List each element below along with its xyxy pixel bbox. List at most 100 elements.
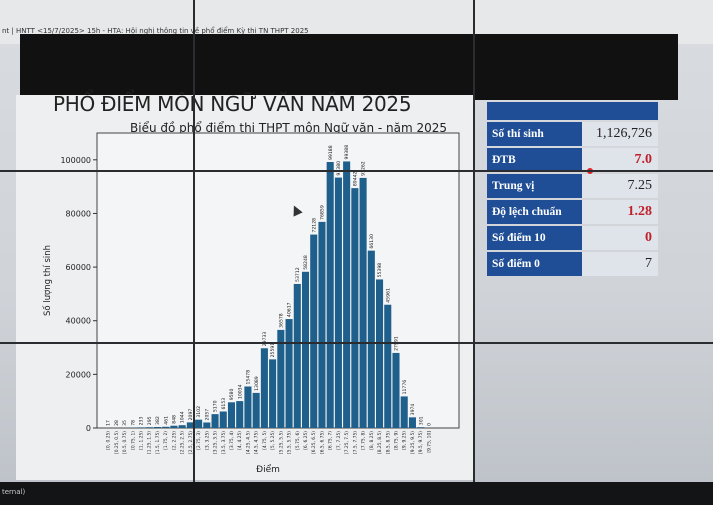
bar <box>153 426 161 428</box>
y-tick-label: 100000 <box>60 156 91 165</box>
stats-value: 1.28 <box>582 200 658 224</box>
y-tick-label: 40000 <box>66 317 91 326</box>
bar-value-label: 848 <box>172 415 178 424</box>
bar-value-label: 76859 <box>320 205 326 220</box>
bar-value-label: 13089 <box>254 376 260 391</box>
bar-value-label: 3102 <box>196 406 202 418</box>
x-tick-label: [6.5, 6.75) <box>319 431 325 454</box>
bar <box>343 161 351 428</box>
header-bar <box>20 34 678 100</box>
bar-value-label: 461 <box>163 416 169 425</box>
bar <box>417 427 425 428</box>
bar <box>203 422 211 428</box>
bar <box>293 283 301 428</box>
y-tick-label: 80000 <box>66 209 91 218</box>
bar-value-label: 55398 <box>377 263 383 278</box>
stats-table: Số thí sinh 1,126,726 ĐTB 7.0 Trung vị 7.25 Độ… <box>487 102 658 276</box>
bar <box>244 386 252 428</box>
x-tick-label: [4.75, 5) <box>262 431 268 450</box>
taskbar-label: ternal) <box>2 488 26 496</box>
bar-value-label: 0 <box>426 423 432 426</box>
bar <box>145 427 153 428</box>
stats-label: Số điểm 0 <box>487 252 582 276</box>
bar <box>351 188 359 428</box>
stats-row: Độ lệch chuẩn 1.28 <box>487 200 658 224</box>
x-tick-label: [7, 7.25) <box>336 431 342 450</box>
x-tick-label: [7.25, 7.5) <box>344 431 350 454</box>
bar <box>186 422 194 428</box>
stats-header <box>487 102 658 120</box>
bar-value-label: 40617 <box>287 302 293 317</box>
bar-value-label: 6153 <box>221 398 227 410</box>
bar <box>318 221 326 428</box>
x-tick-label: [4, 4.25) <box>237 431 243 450</box>
x-tick-label: [6.75, 7) <box>328 431 334 450</box>
bar <box>359 177 367 428</box>
bar-value-label: 36578 <box>278 313 284 328</box>
x-tick-label: [0, 0.25) <box>106 431 112 450</box>
stats-row: Số điểm 10 0 <box>487 226 658 250</box>
x-axis-label: Điểm <box>256 464 280 475</box>
bar-value-label: 93380 <box>336 161 342 176</box>
stats-value: 1,126,726 <box>582 122 658 146</box>
stats-label: Số điểm 10 <box>487 226 582 250</box>
x-tick-label: [8.75, 9) <box>393 431 399 450</box>
bar-value-label: 93262 <box>361 161 367 176</box>
x-tick-label: [1.75, 2) <box>163 431 169 450</box>
stats-row: Số thí sinh 1,126,726 <box>487 122 658 146</box>
stats-label: ĐTB <box>487 148 582 172</box>
bar-value-label: 295 <box>147 416 153 425</box>
x-tick-label: [6.25, 6.5) <box>311 431 317 454</box>
taskbar: ternal) <box>0 482 713 505</box>
bar-value-label: 301 <box>418 416 424 425</box>
bar-value-label: 233 <box>139 417 145 426</box>
bar <box>277 329 285 428</box>
bar <box>392 352 400 428</box>
bar-value-label: 3974 <box>410 404 416 416</box>
bar-value-label: 9580 <box>229 389 235 401</box>
x-tick-label: [1.5, 1.75) <box>155 431 161 454</box>
bar <box>310 234 318 428</box>
bar <box>367 250 375 428</box>
bar-value-label: 29733 <box>262 332 268 347</box>
slide-title: PHỔ ĐIỂM MÔN NGỮ VĂN NĂM 2025 <box>53 92 412 116</box>
stats-value: 0 <box>582 226 658 250</box>
x-tick-label: [4.5, 4.75) <box>254 431 260 454</box>
x-tick-label: [8.5, 8.75) <box>385 431 391 454</box>
bar-value-label: 53712 <box>295 267 301 282</box>
panel-seam <box>193 0 195 505</box>
bar-value-label: 11776 <box>402 380 408 395</box>
stats-label: Trung vị <box>487 174 582 198</box>
bar <box>195 419 203 428</box>
bar <box>269 359 277 428</box>
bar <box>227 402 236 428</box>
x-tick-label: [5.25, 5.5) <box>278 431 284 454</box>
x-tick-label: [5.5, 5.75) <box>287 431 293 454</box>
bar <box>178 425 186 428</box>
bar-value-label: 2097 <box>188 409 194 421</box>
x-tick-label: [9.75, 10] <box>426 431 432 453</box>
panel-seam <box>473 0 475 505</box>
bar-value-label: 1044 <box>180 411 186 423</box>
x-tick-label: [2.25, 2.5) <box>180 431 186 454</box>
x-tick-label: [4.25, 4.5) <box>245 431 251 454</box>
x-tick-label: [5.75, 6) <box>295 431 301 450</box>
y-axis-label: Số lượng thí sinh <box>42 245 53 316</box>
x-tick-label: [3.5, 3.75) <box>221 431 227 454</box>
bar-value-label: 99188 <box>328 145 334 160</box>
bar-value-label: 89442 <box>352 171 358 186</box>
bar <box>260 348 268 428</box>
bar-value-label: 2057 <box>204 409 210 421</box>
bar <box>137 427 145 428</box>
bar <box>170 425 178 428</box>
bar-value-label: 78 <box>130 420 136 426</box>
bar <box>326 161 334 428</box>
x-tick-label: [6, 6.25) <box>303 431 309 450</box>
x-tick-label: [2, 2.25) <box>171 431 177 450</box>
bar <box>384 304 392 428</box>
bar-value-label: 72128 <box>311 218 317 233</box>
chart-title: Biểu đồ phổ điểm thi THPT môn Ngữ văn - … <box>130 121 448 135</box>
x-tick-label: [3.25, 3.5) <box>213 431 219 454</box>
bar-value-label: 66130 <box>369 234 375 249</box>
